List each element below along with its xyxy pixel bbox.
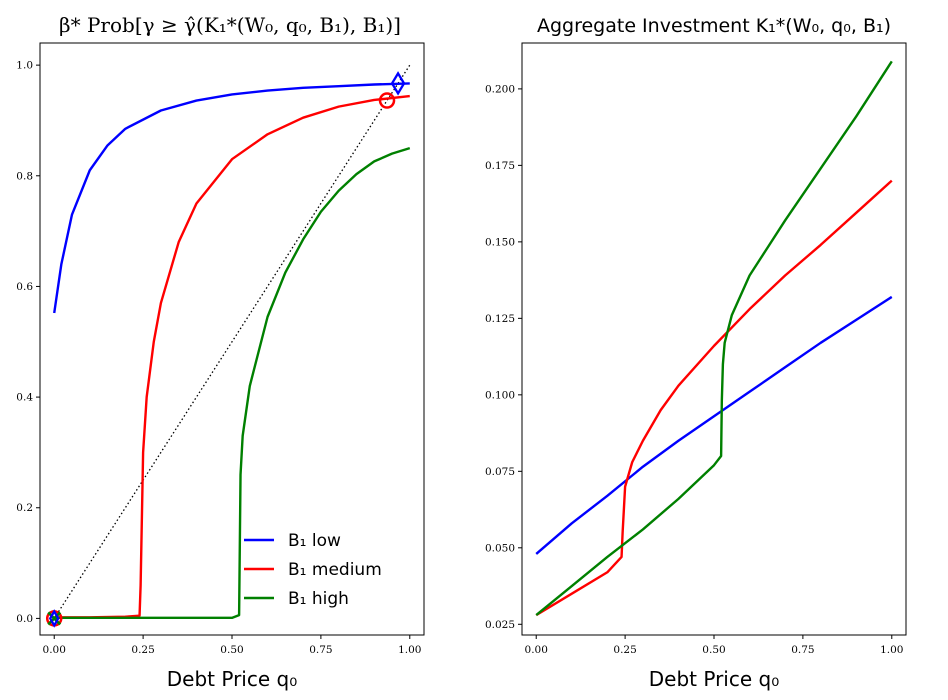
- left-x-tick-label: 0.75: [309, 644, 332, 656]
- left-ticks: 0.00 0.25 0.50 0.75 1.00 0.0 0.2 0.4 0.6 0.8 1.0: [16, 60, 421, 656]
- right-x-tick-label: 0.75: [791, 644, 814, 656]
- left-y-tick-label: 0.0: [16, 613, 33, 625]
- right-plot-frame: [521, 42, 907, 636]
- equilibrium-marker-x: [47, 611, 62, 626]
- right-y-tick-label: 0.200: [485, 83, 515, 95]
- right-series-line-high: [535, 60, 893, 617]
- right-x-axis-label: Debt Price q₀: [649, 667, 779, 691]
- right-chart-panel: Aggregate Investment K₁*(W₀, q₀, B₁) 0.0…: [485, 15, 907, 691]
- left-x-tick-label: 0.50: [220, 644, 243, 656]
- right-ticks: 0.00 0.25 0.50 0.75 1.00 0.025 0.050 0.075 0.100…: [485, 83, 904, 656]
- right-x-tick-label: 0.50: [702, 644, 725, 656]
- left-x-axis-label: Debt Price q₀: [167, 667, 297, 691]
- left-series-line-medium: [54, 94, 410, 619]
- right-x-tick-label: 1.00: [880, 644, 903, 656]
- equilibrium-marker-diamond: [48, 609, 60, 628]
- left-y-tick-label: 0.6: [16, 281, 33, 293]
- right-x-tick-label: 0.25: [613, 644, 636, 656]
- right-chart-title: Aggregate Investment K₁*(W₀, q₀, B₁): [537, 15, 891, 37]
- left-plot-frame: [39, 42, 425, 636]
- left-markers: [45, 71, 406, 628]
- left-y-tick-label: 0.2: [16, 502, 33, 514]
- left-x-tick-label: 0.25: [131, 644, 154, 656]
- right-series-line-medium: [535, 179, 893, 617]
- right-y-tick-label: 0.100: [485, 389, 515, 401]
- equilibrium-marker-circle: [378, 92, 396, 109]
- right-series-lines: [535, 60, 893, 617]
- right-series-line-low: [535, 295, 893, 555]
- legend-label-low: B₁ low: [288, 531, 341, 551]
- left-45-degree-line: [53, 64, 411, 619]
- right-y-tick-label: 0.050: [485, 542, 515, 554]
- right-y-tick-label: 0.175: [485, 160, 515, 172]
- left-y-tick-label: 0.4: [16, 392, 33, 404]
- left-y-tick-label: 1.0: [16, 60, 33, 72]
- left-series-line-high: [54, 146, 411, 620]
- left-chart-title: β* Prob[γ ≥ γ̂(K₁*(W₀, q₀, B₁), B₁)]: [59, 13, 401, 37]
- right-y-tick-label: 0.025: [485, 619, 515, 631]
- legend: B₁ low B₁ medium B₁ high: [244, 531, 382, 609]
- left-chart-panel: β* Prob[γ ≥ γ̂(K₁*(W₀, q₀, B₁), B₁)] 0.0…: [16, 13, 425, 691]
- equilibrium-marker-diamond: [390, 71, 406, 96]
- left-series-line-low: [53, 82, 410, 314]
- right-x-tick-label: 0.00: [525, 644, 548, 656]
- right-y-tick-label: 0.150: [485, 236, 515, 248]
- left-y-tick-label: 0.8: [16, 170, 33, 182]
- right-y-tick-label: 0.075: [485, 466, 515, 478]
- left-x-tick-label: 0.00: [43, 644, 66, 656]
- left-series-lines: [53, 64, 411, 620]
- legend-label-medium: B₁ medium: [288, 560, 382, 580]
- left-x-tick-label: 1.00: [398, 644, 421, 656]
- right-y-tick-label: 0.125: [485, 313, 515, 325]
- legend-label-high: B₁ high: [288, 589, 349, 609]
